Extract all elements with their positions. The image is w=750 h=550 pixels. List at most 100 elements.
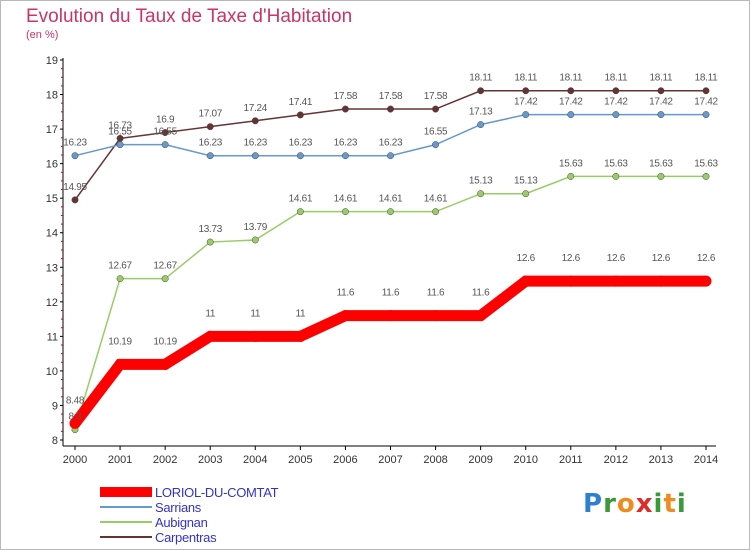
data-label: 16.55	[424, 127, 448, 138]
data-label: 12.67	[108, 261, 132, 272]
x-tick-label: 2012	[604, 454, 628, 466]
data-label: 17.58	[379, 91, 403, 102]
x-tick-label: 2009	[468, 454, 492, 466]
x-tick-label: 2013	[649, 454, 673, 466]
x-tick-label: 2008	[423, 454, 447, 466]
data-point	[567, 87, 575, 95]
data-point	[567, 172, 575, 180]
data-point	[700, 275, 712, 287]
data-point	[116, 275, 124, 283]
data-point	[206, 238, 214, 246]
data-point	[567, 111, 575, 119]
data-point	[612, 87, 620, 95]
data-point	[204, 330, 216, 342]
data-point	[612, 172, 620, 180]
logo-letter: r	[603, 489, 617, 519]
data-label: 17.13	[469, 107, 493, 118]
data-label: 11.6	[427, 288, 445, 299]
data-point	[520, 275, 532, 287]
data-label: 14.61	[424, 194, 448, 205]
x-tick-label: 2011	[559, 454, 583, 466]
data-point	[116, 141, 124, 149]
data-point	[206, 152, 214, 160]
data-label: 10.19	[153, 336, 177, 347]
data-point	[251, 236, 259, 244]
y-tick-label: 13	[46, 262, 58, 274]
data-point	[296, 111, 304, 119]
y-tick-label: 14	[46, 228, 58, 240]
legend-label: Aubignan	[155, 515, 208, 530]
data-point	[702, 172, 710, 180]
logo-letter: i	[676, 489, 687, 519]
data-point	[161, 141, 169, 149]
data-point	[432, 105, 440, 113]
data-label: 18.11	[514, 73, 538, 84]
data-label: 16.23	[63, 138, 87, 149]
data-label: 17.42	[514, 97, 538, 108]
y-tick-label: 11	[47, 331, 58, 343]
data-label: 17.58	[424, 91, 448, 102]
data-label: 14.61	[379, 194, 403, 205]
data-label: 16.23	[198, 138, 222, 149]
data-label: 16.23	[334, 138, 358, 149]
data-point	[341, 105, 349, 113]
data-label: 11	[205, 308, 216, 319]
chart-unit-label: (en %)	[26, 29, 59, 41]
chart-title: Evolution du Taux de Taxe d'Habitation	[26, 6, 353, 27]
data-label: 15.63	[559, 158, 583, 169]
data-label: 14.61	[334, 194, 358, 205]
data-point	[71, 196, 79, 204]
data-point	[387, 152, 394, 160]
data-point	[477, 87, 485, 95]
x-tick-label: 2003	[198, 454, 222, 466]
data-label: 17.42	[604, 97, 628, 108]
x-tick-label: 2007	[378, 454, 402, 466]
data-label: 16.9	[156, 115, 175, 126]
data-label: 8.3	[68, 412, 82, 423]
data-point	[385, 310, 396, 322]
data-label: 11.6	[337, 288, 355, 299]
data-label: 16.23	[379, 138, 403, 149]
data-point	[114, 358, 126, 370]
data-point	[251, 152, 259, 160]
data-point	[522, 87, 530, 95]
y-tick-label: 9	[52, 400, 58, 412]
y-tick-label: 12	[46, 297, 58, 309]
x-tick-label: 2004	[243, 454, 267, 466]
x-tick-label: 2001	[108, 454, 132, 466]
data-point	[249, 330, 261, 342]
data-point	[657, 87, 665, 95]
data-point	[161, 129, 169, 136]
data-point	[71, 152, 79, 160]
proxiti-logo: Proxiti	[583, 489, 687, 519]
data-point	[432, 208, 440, 216]
x-tick-label: 2010	[513, 454, 537, 466]
data-label: 11	[250, 308, 261, 319]
data-label: 14.95	[63, 182, 87, 193]
logo-letter: P	[583, 489, 604, 519]
data-point	[339, 310, 351, 322]
y-tick-label: 17	[46, 124, 58, 136]
data-label: 18.11	[559, 73, 583, 84]
data-point	[612, 111, 620, 119]
data-label: 15.63	[649, 158, 673, 169]
x-tick-label: 2000	[63, 454, 87, 466]
y-tick-label: 16	[46, 159, 58, 171]
data-label: 18.11	[695, 73, 719, 84]
data-point	[565, 275, 577, 287]
data-point	[477, 121, 485, 129]
data-point	[522, 190, 530, 198]
data-label: 12.6	[562, 253, 581, 264]
x-tick-label: 2002	[153, 454, 177, 466]
legend-swatch	[100, 506, 152, 508]
data-label: 12.6	[697, 253, 716, 264]
data-label: 16.55	[108, 127, 132, 138]
data-label: 17.42	[559, 97, 583, 108]
data-point	[610, 275, 622, 287]
data-label: 15.63	[604, 158, 628, 169]
y-tick-label: 19	[46, 55, 58, 67]
y-tick-label: 15	[46, 193, 58, 205]
data-label: 17.24	[244, 103, 268, 114]
series-line	[70, 275, 706, 427]
data-label: 18.11	[650, 73, 674, 84]
